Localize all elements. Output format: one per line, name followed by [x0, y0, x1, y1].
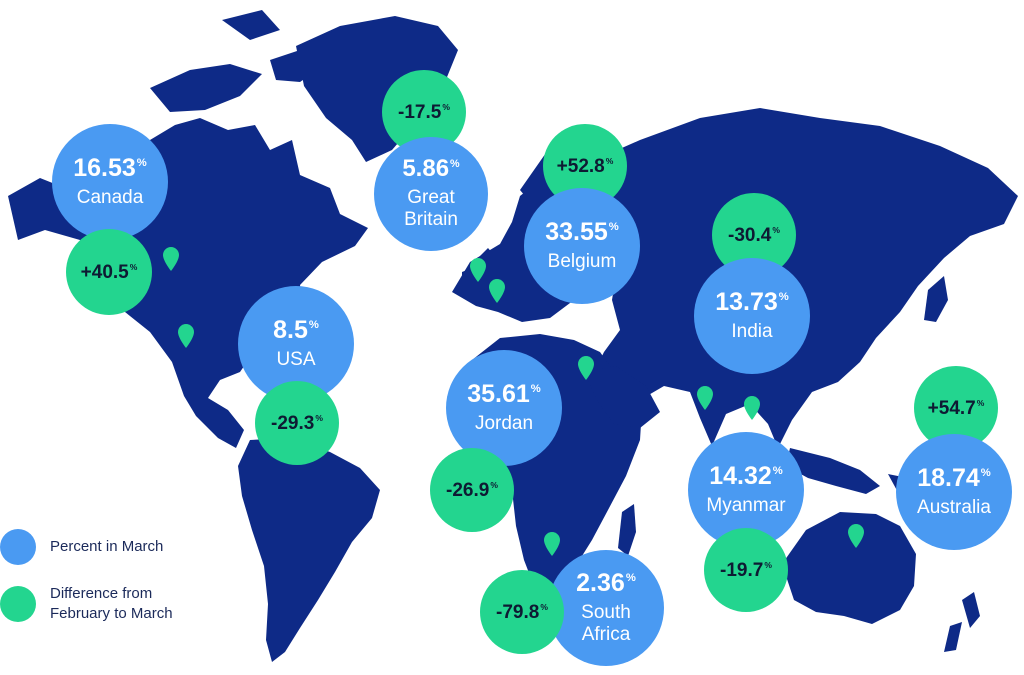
- legend-percent-swatch: [0, 529, 36, 565]
- legend-percent: Percent in March: [0, 529, 163, 565]
- asia-landmass: [590, 108, 1018, 448]
- belgium-difference-value: +52.8%: [556, 155, 614, 177]
- australia-percent-value: 18.74%: [917, 463, 991, 492]
- greenland-landmass: [296, 16, 458, 162]
- india-percent-value: 13.73%: [715, 287, 789, 316]
- map-pin-icon: [470, 258, 486, 282]
- map-pin-icon: [744, 396, 760, 420]
- canada-percent-bubble: 16.53% Canada: [52, 124, 168, 240]
- usa-percent-value: 8.5%: [273, 315, 319, 344]
- australia-landmass: [782, 512, 916, 624]
- great-britain-difference-bubble: -17.5%: [382, 70, 466, 154]
- great-britain-percent-value: 5.86%: [402, 155, 460, 183]
- map-pin-icon: [178, 324, 194, 348]
- myanmar-difference-value: -19.7%: [720, 559, 772, 581]
- arctic-islands: [150, 10, 326, 112]
- new-zealand-islands: [944, 592, 980, 652]
- great-britain-percent-bubble: 5.86% Great Britain: [374, 137, 488, 251]
- great-britain-difference-value: -17.5%: [398, 101, 450, 123]
- map-pin-icon: [489, 279, 505, 303]
- legend-percent-label: Percent in March: [50, 537, 164, 555]
- map-pin-icon: [578, 356, 594, 380]
- australia-difference-value: +54.7%: [927, 397, 985, 419]
- map-pin-icon: [163, 247, 179, 271]
- usa-country-label: USA: [276, 348, 316, 370]
- japan-islands: [924, 276, 948, 322]
- south-africa-difference-bubble: -79.8%: [480, 570, 564, 654]
- madagascar-island: [618, 504, 636, 556]
- belgium-percent-value: 33.55%: [545, 217, 619, 246]
- arabian-peninsula: [584, 366, 660, 428]
- usa-difference-value: -29.3%: [271, 412, 323, 434]
- myanmar-country-label: Myanmar: [706, 494, 786, 516]
- legend-difference-label: Difference from February to March: [50, 585, 173, 623]
- jordan-percent-value: 35.61%: [467, 379, 541, 408]
- belgium-percent-bubble: 33.55% Belgium: [524, 188, 640, 304]
- usa-difference-bubble: -29.3%: [255, 381, 339, 465]
- jordan-country-label: Jordan: [474, 412, 534, 434]
- canada-difference-value: +40.5%: [80, 261, 138, 283]
- india-difference-value: -30.4%: [728, 224, 780, 246]
- canada-country-label: Canada: [76, 186, 144, 208]
- australia-percent-bubble: 18.74% Australia: [896, 434, 1012, 550]
- south-africa-difference-value: -79.8%: [496, 601, 548, 623]
- map-pin-icon: [848, 524, 864, 548]
- india-percent-bubble: 13.73% India: [694, 258, 810, 374]
- south-africa-percent-value: 2.36%: [576, 568, 636, 597]
- map-pin-icon: [544, 532, 560, 556]
- jordan-difference-bubble: -26.9%: [430, 448, 514, 532]
- canada-percent-value: 16.53%: [73, 153, 147, 182]
- south-africa-country-label: South Africa: [581, 601, 631, 645]
- canada-difference-bubble: +40.5%: [66, 229, 152, 315]
- map-pin-icon: [697, 386, 713, 410]
- india-country-label: India: [731, 320, 773, 342]
- south-america-landmass: [238, 438, 380, 662]
- jordan-percent-bubble: 35.61% Jordan: [446, 350, 562, 466]
- australia-country-label: Australia: [917, 496, 991, 518]
- myanmar-percent-value: 14.32%: [709, 461, 783, 490]
- jordan-difference-value: -26.9%: [446, 479, 498, 501]
- south-africa-percent-bubble: 2.36% South Africa: [548, 550, 664, 666]
- myanmar-difference-bubble: -19.7%: [704, 528, 788, 612]
- belgium-country-label: Belgium: [547, 250, 617, 272]
- great-britain-country-label: Great Britain: [404, 187, 458, 230]
- legend-difference: Difference from February to March: [0, 584, 200, 625]
- legend-difference-swatch: [0, 586, 36, 623]
